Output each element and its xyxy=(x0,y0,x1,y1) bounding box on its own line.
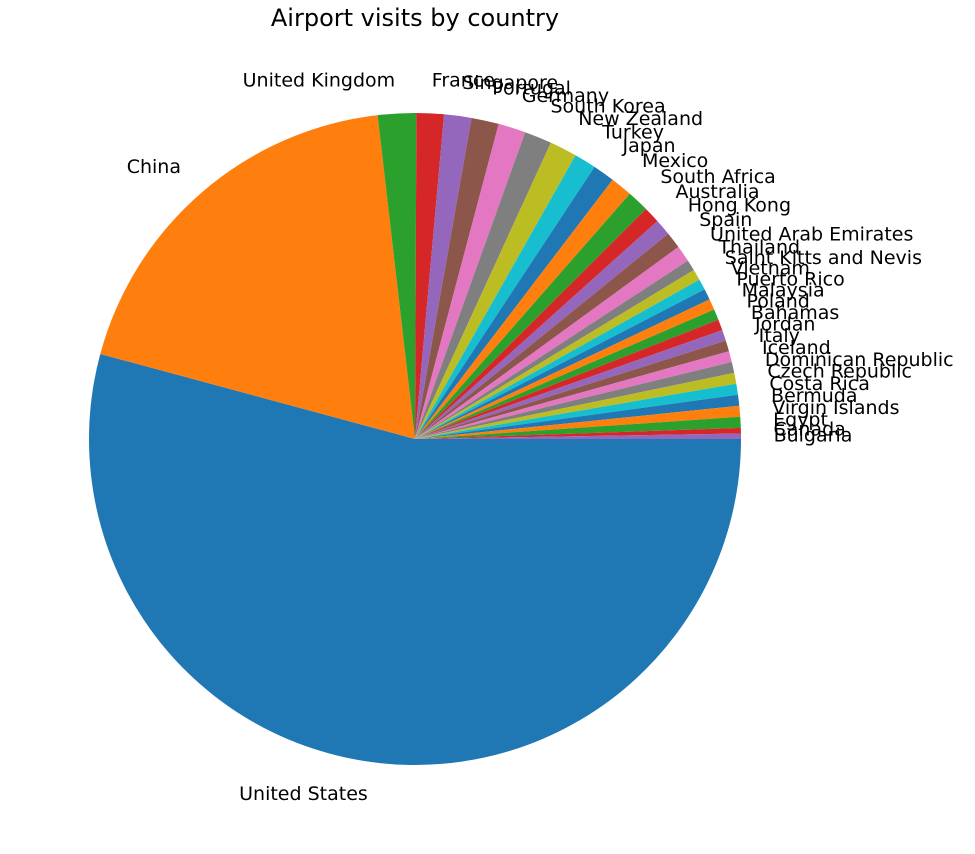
slice-label-egypt: Egypt xyxy=(773,409,828,431)
pie-slice-jordan xyxy=(415,330,726,439)
pie-labels: United States China United Kingdom FranceSi… xyxy=(127,69,954,805)
pie-slice-south-korea xyxy=(415,132,551,439)
pie-slice-bermuda xyxy=(415,394,740,439)
pie-slice-poland xyxy=(415,309,719,439)
slice-label-puerto-rico: Puerto Rico xyxy=(736,268,844,290)
pie-slice-spain xyxy=(415,233,679,439)
pie-slice-saint-kitts-and-nevis xyxy=(415,270,700,439)
pie-slice-italy xyxy=(415,340,729,439)
pie-slice-iceland xyxy=(415,351,732,439)
pie-slice-czech-republic xyxy=(415,372,737,439)
pie-slice-south-africa xyxy=(415,193,647,439)
slice-label-united-arab-emirates: United Arab Emirates xyxy=(710,224,913,246)
slice-label-turkey: Turkey xyxy=(601,122,664,144)
pie-slice-mexico xyxy=(415,179,630,440)
slice-label-singapore: Singapore xyxy=(462,72,558,94)
pie-slice-france xyxy=(415,113,445,439)
slice-label-jordan: Jordan xyxy=(754,314,815,336)
pie-slice-united-kingdom xyxy=(377,112,417,439)
slice-label-vietnam: Vietnam xyxy=(731,258,810,280)
pie-slice-germany xyxy=(415,123,526,440)
slice-label-bermuda: Bermuda xyxy=(771,385,857,407)
slice-label-china: China xyxy=(127,156,181,178)
pie-slice-puerto-rico xyxy=(415,289,710,439)
pie-slice-malaysia xyxy=(415,299,715,439)
slice-label-poland: Poland xyxy=(746,291,809,313)
pie-slice-virgin-islands xyxy=(415,405,741,439)
slice-label-france: France xyxy=(432,69,495,91)
pie-slice-hong-kong xyxy=(415,221,669,439)
pie-slice-costa-rica xyxy=(415,383,738,439)
slice-label-portugal: Portugal xyxy=(492,77,571,99)
slice-label-saint-kitts-and-nevis: Saint Kitts and Nevis xyxy=(725,247,922,269)
pie-slice-thailand xyxy=(415,260,694,439)
slice-label-canada: Canada xyxy=(773,418,845,440)
slice-label-thailand: Thailand xyxy=(717,236,800,258)
slice-label-dominican-republic: Dominican Republic xyxy=(765,349,954,371)
slice-label-south-africa: South Africa xyxy=(660,166,775,188)
slice-label-united-kingdom: United Kingdom xyxy=(243,69,396,91)
pie-slice-australia xyxy=(415,208,658,439)
pie-slices xyxy=(89,112,742,766)
slice-label-bulgaria: Bulgaria xyxy=(774,424,853,446)
slice-label-iceland: Iceland xyxy=(762,337,831,359)
slice-label-hong-kong: Hong Kong xyxy=(688,195,791,217)
pie-slice-vietnam xyxy=(415,279,705,439)
slice-label-south-korea: South Korea xyxy=(550,95,665,117)
slice-label-italy: Italy xyxy=(759,325,800,347)
pie-slice-united-states xyxy=(89,353,742,766)
chart-title: Airport visits by country xyxy=(271,4,559,32)
slice-label-spain: Spain xyxy=(699,209,752,231)
pie-slice-new-zealand xyxy=(415,142,576,440)
slice-label-australia: Australia xyxy=(675,181,759,203)
pie-slice-bulgaria xyxy=(415,433,741,439)
slice-label-new-zealand: New Zealand xyxy=(578,108,703,130)
slice-label-germany: Germany xyxy=(522,85,609,107)
pie-slice-dominican-republic xyxy=(415,362,735,439)
slice-label-costa-rica: Costa Rica xyxy=(769,373,870,395)
slice-label-malaysia: Malaysia xyxy=(742,279,825,301)
pie-slice-egypt xyxy=(415,416,741,439)
slice-label-japan: Japan xyxy=(622,135,676,157)
pie-slice-china xyxy=(100,115,415,440)
pie-slice-singapore xyxy=(415,114,472,440)
pie-slice-united-arab-emirates xyxy=(415,246,688,439)
pie-slice-portugal xyxy=(415,117,499,439)
slice-label-czech-republic: Czech Republic xyxy=(767,361,912,383)
slice-label-virgin-islands: Virgin Islands xyxy=(772,397,899,419)
pie-slice-canada xyxy=(415,427,741,439)
slice-label-bahamas: Bahamas xyxy=(751,302,839,324)
slice-label-mexico: Mexico xyxy=(642,150,708,172)
pie-slice-bahamas xyxy=(415,319,723,439)
pie-slice-japan xyxy=(415,166,613,439)
slice-label-united-states: United States xyxy=(239,783,368,805)
pie-slice-turkey xyxy=(415,155,595,440)
